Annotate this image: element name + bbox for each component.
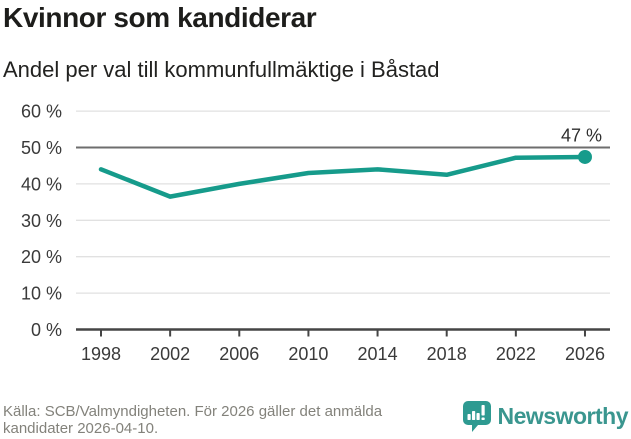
chart-title: Kvinnor som kandiderar: [3, 2, 317, 33]
line-chart: 0 % 10 % 20 % 30 % 40 % 50 % 60 % 1998 2002 2006 2…: [21, 102, 610, 364]
x-axis-label-2018: 2018: [427, 344, 467, 364]
y-axis-label-30: 30 %: [21, 211, 62, 231]
source-line-1: Källa: SCB/Valmyndigheten. För 2026 gäll…: [3, 403, 383, 420]
x-axis-label-2006: 2006: [219, 344, 259, 364]
y-axis-label-50: 50 %: [21, 138, 62, 158]
y-axis-label-20: 20 %: [21, 247, 62, 267]
chart-subtitle: Andel per val till kommunfullmäktige i B…: [3, 57, 440, 82]
source-note: Källa: SCB/Valmyndigheten. För 2026 gäll…: [3, 403, 382, 437]
end-point-dot: [577, 149, 592, 164]
end-point-label: 47 %: [561, 125, 602, 145]
y-axis-label-60: 60 %: [21, 102, 62, 122]
y-axis-label-10: 10 %: [21, 284, 62, 304]
x-axis-label-2022: 2022: [496, 344, 536, 364]
x-axis-label-2002: 2002: [150, 344, 190, 364]
x-axis-label-2014: 2014: [358, 344, 398, 364]
exclamation-glyph: [481, 405, 485, 420]
x-axis-label-2010: 2010: [288, 344, 328, 364]
newsworthy-icon: [462, 401, 491, 432]
y-axis-label-0: 0 %: [31, 320, 62, 340]
data-line: [98, 154, 588, 199]
bar-chart-glyph: [467, 411, 480, 420]
newsworthy-logo: Newsworthy: [462, 401, 629, 432]
y-axis-label-40: 40 %: [21, 174, 62, 194]
newsworthy-wordmark: Newsworthy: [497, 403, 629, 429]
x-axis-label-2026: 2026: [565, 344, 605, 364]
x-axis-label-1998: 1998: [81, 344, 121, 364]
source-line-2: kandidater 2026-04-10.: [3, 420, 159, 437]
